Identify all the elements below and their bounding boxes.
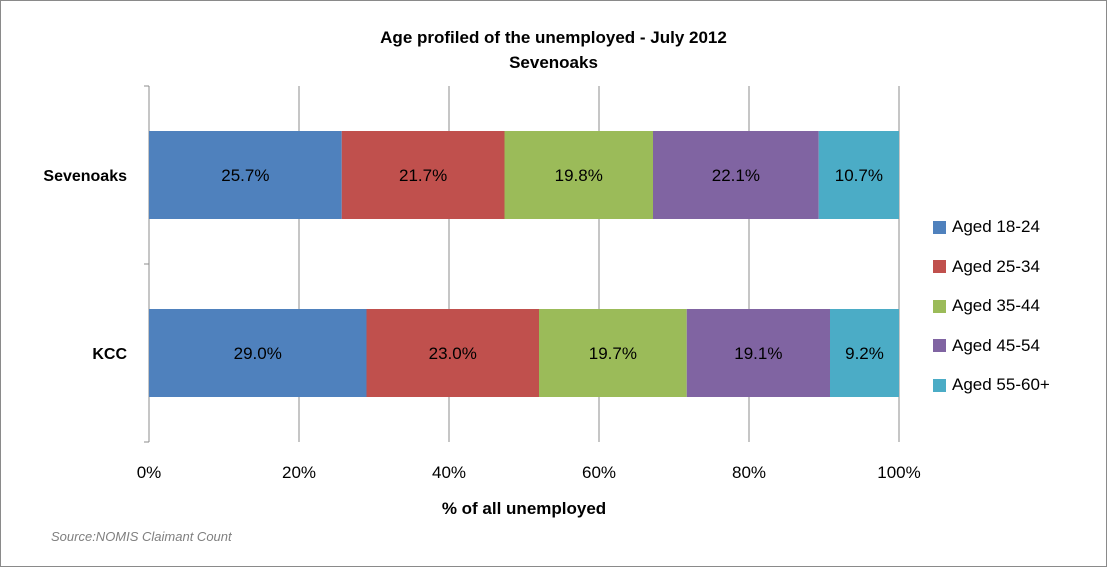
x-tick-label: 20% <box>282 463 316 482</box>
bar-segment <box>366 309 539 397</box>
x-tick-label: 60% <box>582 463 616 482</box>
bar-segment <box>149 309 367 397</box>
legend-item: Aged 35-44 <box>933 296 1103 316</box>
category-label: KCC <box>92 346 127 363</box>
bar-segment <box>818 131 899 219</box>
legend-item: Aged 18-24 <box>933 217 1103 237</box>
category-label: Sevenoaks <box>43 168 127 185</box>
bar-segment <box>539 309 687 397</box>
legend-swatch <box>933 299 946 313</box>
bar-segment <box>653 131 819 219</box>
bar-segment <box>686 309 830 397</box>
data-label: 19.8% <box>555 166 603 185</box>
x-tick-label: 40% <box>432 463 466 482</box>
legend-label: Aged 45-54 <box>952 335 1040 355</box>
source-note: Source:NOMIS Claimant Count <box>51 529 232 544</box>
data-label: 29.0% <box>234 344 282 363</box>
legend-label: Aged 35-44 <box>952 296 1040 315</box>
data-label: 25.7% <box>221 166 269 185</box>
legend-swatch <box>933 339 946 352</box>
x-tick-label: 80% <box>732 463 766 482</box>
x-tick-label: 0% <box>137 463 162 482</box>
chart-title: Age profiled of the unemployed - July 20… <box>380 28 727 47</box>
bar-segment <box>341 131 505 219</box>
data-label: 19.7% <box>589 344 637 363</box>
legend-label: Aged 25-34 <box>952 256 1040 276</box>
x-axis-title: % of all unemployed <box>442 499 606 518</box>
legend-swatch <box>933 260 946 273</box>
data-label: 19.1% <box>734 344 782 363</box>
data-label: 9.2% <box>845 344 884 363</box>
legend-swatch <box>933 378 946 392</box>
legend-label: Aged 18-24 <box>952 217 1040 236</box>
chart-legend: Aged 18-24 Aged 25-34 Aged 35-44 Aged 45-54… <box>933 217 1103 415</box>
legend-label: Aged 55-60+ <box>952 375 1050 394</box>
data-label: 21.7% <box>399 166 447 185</box>
bar-segment <box>504 131 653 219</box>
data-label: 22.1% <box>712 166 760 185</box>
bar-segment <box>830 309 899 397</box>
legend-swatch <box>933 220 946 234</box>
data-label: 10.7% <box>835 166 883 185</box>
x-tick-label: 100% <box>877 463 920 482</box>
legend-item: Aged 45-54 <box>933 336 1103 356</box>
data-label: 23.0% <box>429 344 477 363</box>
legend-item: Aged 55-60+ <box>933 375 1103 395</box>
chart-subtitle: Sevenoaks <box>509 53 598 72</box>
bar-segment <box>149 131 342 219</box>
legend-item: Aged 25-34 <box>933 257 1103 277</box>
